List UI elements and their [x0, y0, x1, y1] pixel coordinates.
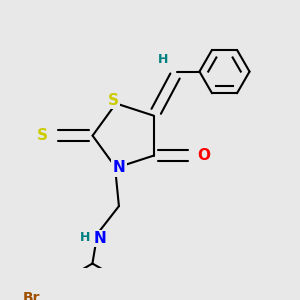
Text: H: H	[80, 230, 90, 244]
Text: S: S	[37, 128, 48, 143]
Text: Br: Br	[22, 291, 40, 300]
Text: O: O	[197, 148, 210, 163]
Text: N: N	[93, 231, 106, 246]
Text: H: H	[158, 53, 168, 66]
Text: S: S	[107, 93, 118, 108]
Text: N: N	[112, 160, 125, 175]
